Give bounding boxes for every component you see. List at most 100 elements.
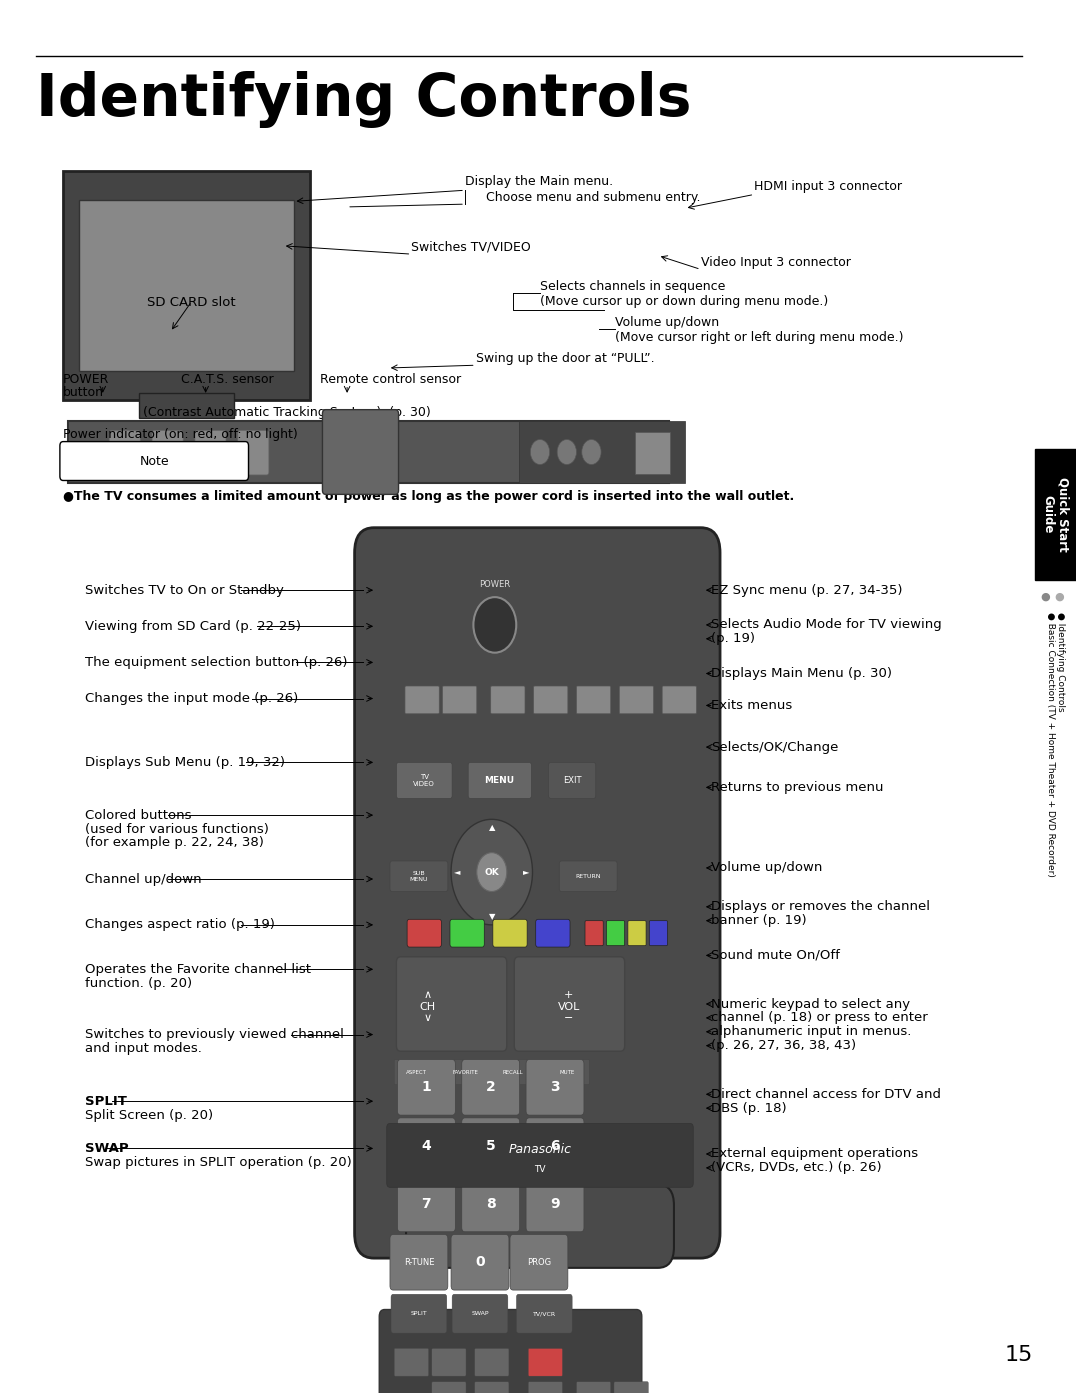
FancyBboxPatch shape [544,1059,590,1084]
Text: ● Identifying Controls
● Basic Connection (TV + Home Theater + DVD Recorder): ● Identifying Controls ● Basic Connectio… [1045,612,1065,877]
FancyBboxPatch shape [474,1348,509,1376]
Text: Switches to previously viewed channel: Switches to previously viewed channel [84,1028,343,1041]
FancyBboxPatch shape [528,1382,563,1397]
Text: 2: 2 [486,1080,496,1094]
Text: C.A.T.S. sensor: C.A.T.S. sensor [181,373,273,386]
Text: Exits menus: Exits menus [712,698,793,712]
Text: SPLIT: SPLIT [84,1095,126,1108]
FancyBboxPatch shape [490,686,525,714]
FancyBboxPatch shape [397,1176,456,1232]
Text: Panasonic: Panasonic [509,1143,571,1157]
Text: (Move cursor up or down during menu mode.): (Move cursor up or down during menu mode… [540,295,828,307]
FancyBboxPatch shape [469,763,531,799]
FancyBboxPatch shape [391,1294,447,1333]
Text: Selects channels in sequence: Selects channels in sequence [540,279,726,292]
FancyBboxPatch shape [453,1294,508,1333]
Text: ►: ► [523,868,529,876]
Text: SUB
MENU: SUB MENU [409,870,428,882]
FancyBboxPatch shape [627,921,646,946]
Text: SPLIT: SPLIT [410,1312,428,1316]
FancyBboxPatch shape [649,921,667,946]
Text: Selects Audio Mode for TV viewing: Selects Audio Mode for TV viewing [712,619,942,631]
FancyBboxPatch shape [474,1382,509,1397]
FancyBboxPatch shape [406,1185,674,1268]
FancyBboxPatch shape [432,1348,467,1376]
FancyBboxPatch shape [514,957,624,1051]
FancyBboxPatch shape [559,861,617,891]
FancyBboxPatch shape [323,409,399,495]
FancyBboxPatch shape [518,420,685,483]
Text: 15: 15 [1004,1345,1032,1365]
Text: 1: 1 [421,1080,431,1094]
Text: Operates the Favorite channel list: Operates the Favorite channel list [84,963,311,975]
Text: Returns to previous menu: Returns to previous menu [712,781,883,793]
FancyBboxPatch shape [394,1348,429,1376]
Text: 3: 3 [550,1080,559,1094]
FancyBboxPatch shape [526,1176,584,1232]
Text: Remote control sensor: Remote control sensor [321,373,461,386]
Text: Selects/OK/Change: Selects/OK/Change [712,740,839,753]
Text: Direct channel access for DTV and: Direct channel access for DTV and [712,1088,942,1101]
Text: 6: 6 [550,1139,559,1153]
Text: PROG: PROG [527,1257,551,1267]
FancyBboxPatch shape [397,1118,456,1173]
FancyBboxPatch shape [450,919,484,947]
Text: button: button [63,387,104,400]
Text: Changes aspect ratio (p. 19): Changes aspect ratio (p. 19) [84,918,274,932]
FancyBboxPatch shape [528,1348,563,1376]
Text: Displays or removes the channel: Displays or removes the channel [712,900,931,914]
Text: Swing up the door at “PULL”.: Swing up the door at “PULL”. [475,352,654,365]
Circle shape [582,440,602,465]
Text: Swap pictures in SPLIT operation (p. 20): Swap pictures in SPLIT operation (p. 20) [84,1155,351,1169]
Text: and input modes.: and input modes. [84,1042,201,1055]
Text: +
VOL
−: + VOL − [557,990,580,1024]
FancyBboxPatch shape [577,1382,610,1397]
FancyBboxPatch shape [354,528,720,1259]
Text: channel (p. 18) or press to enter: channel (p. 18) or press to enter [712,1011,928,1024]
Text: 9: 9 [550,1197,559,1211]
Text: SWAP: SWAP [84,1141,129,1155]
Text: 0: 0 [475,1256,485,1270]
Text: MUTE: MUTE [559,1070,575,1074]
Text: Volume up/down: Volume up/down [712,862,823,875]
FancyBboxPatch shape [396,763,453,799]
Text: SD CARD slot: SD CARD slot [147,296,237,309]
Text: ●The TV consumes a limited amount of power as long as the power cord is inserted: ●The TV consumes a limited amount of pow… [63,490,795,503]
Text: Changes the input mode (p. 26): Changes the input mode (p. 26) [84,692,298,705]
FancyBboxPatch shape [397,1059,456,1115]
FancyBboxPatch shape [379,1309,642,1397]
FancyBboxPatch shape [462,1176,519,1232]
Text: POWER: POWER [63,373,109,386]
Text: TV: TV [535,1165,545,1173]
FancyBboxPatch shape [492,919,527,947]
Text: Identifying Controls: Identifying Controls [37,71,692,127]
FancyBboxPatch shape [432,1382,467,1397]
FancyBboxPatch shape [613,1382,648,1397]
Text: (for example p. 22, 24, 38): (for example p. 22, 24, 38) [84,837,264,849]
Text: ASPECT: ASPECT [406,1070,428,1074]
Text: alphanumeric input in menus.: alphanumeric input in menus. [712,1025,912,1038]
Circle shape [530,440,550,465]
Text: ∧
CH
∨: ∧ CH ∨ [419,990,435,1024]
FancyBboxPatch shape [462,1118,519,1173]
FancyBboxPatch shape [59,441,248,481]
FancyBboxPatch shape [238,430,269,475]
FancyBboxPatch shape [387,1123,693,1187]
FancyBboxPatch shape [405,686,440,714]
Text: Quick Start
Guide: Quick Start Guide [1041,478,1069,552]
Text: R-TUNE: R-TUNE [404,1257,434,1267]
Text: Channel up/down: Channel up/down [84,873,201,886]
Circle shape [476,852,507,891]
FancyBboxPatch shape [79,200,294,370]
FancyBboxPatch shape [139,393,233,418]
FancyBboxPatch shape [394,1059,440,1084]
Text: RECALL: RECALL [503,1070,524,1074]
FancyBboxPatch shape [109,430,140,475]
Text: Colored buttons: Colored buttons [84,809,191,821]
FancyBboxPatch shape [443,686,476,714]
Text: function. (p. 20): function. (p. 20) [84,977,191,989]
FancyBboxPatch shape [607,921,624,946]
Text: Sound mute On/Off: Sound mute On/Off [712,949,840,963]
Text: Displays Sub Menu (p. 19, 32): Displays Sub Menu (p. 19, 32) [84,756,284,768]
Text: Volume up/down: Volume up/down [615,316,719,328]
